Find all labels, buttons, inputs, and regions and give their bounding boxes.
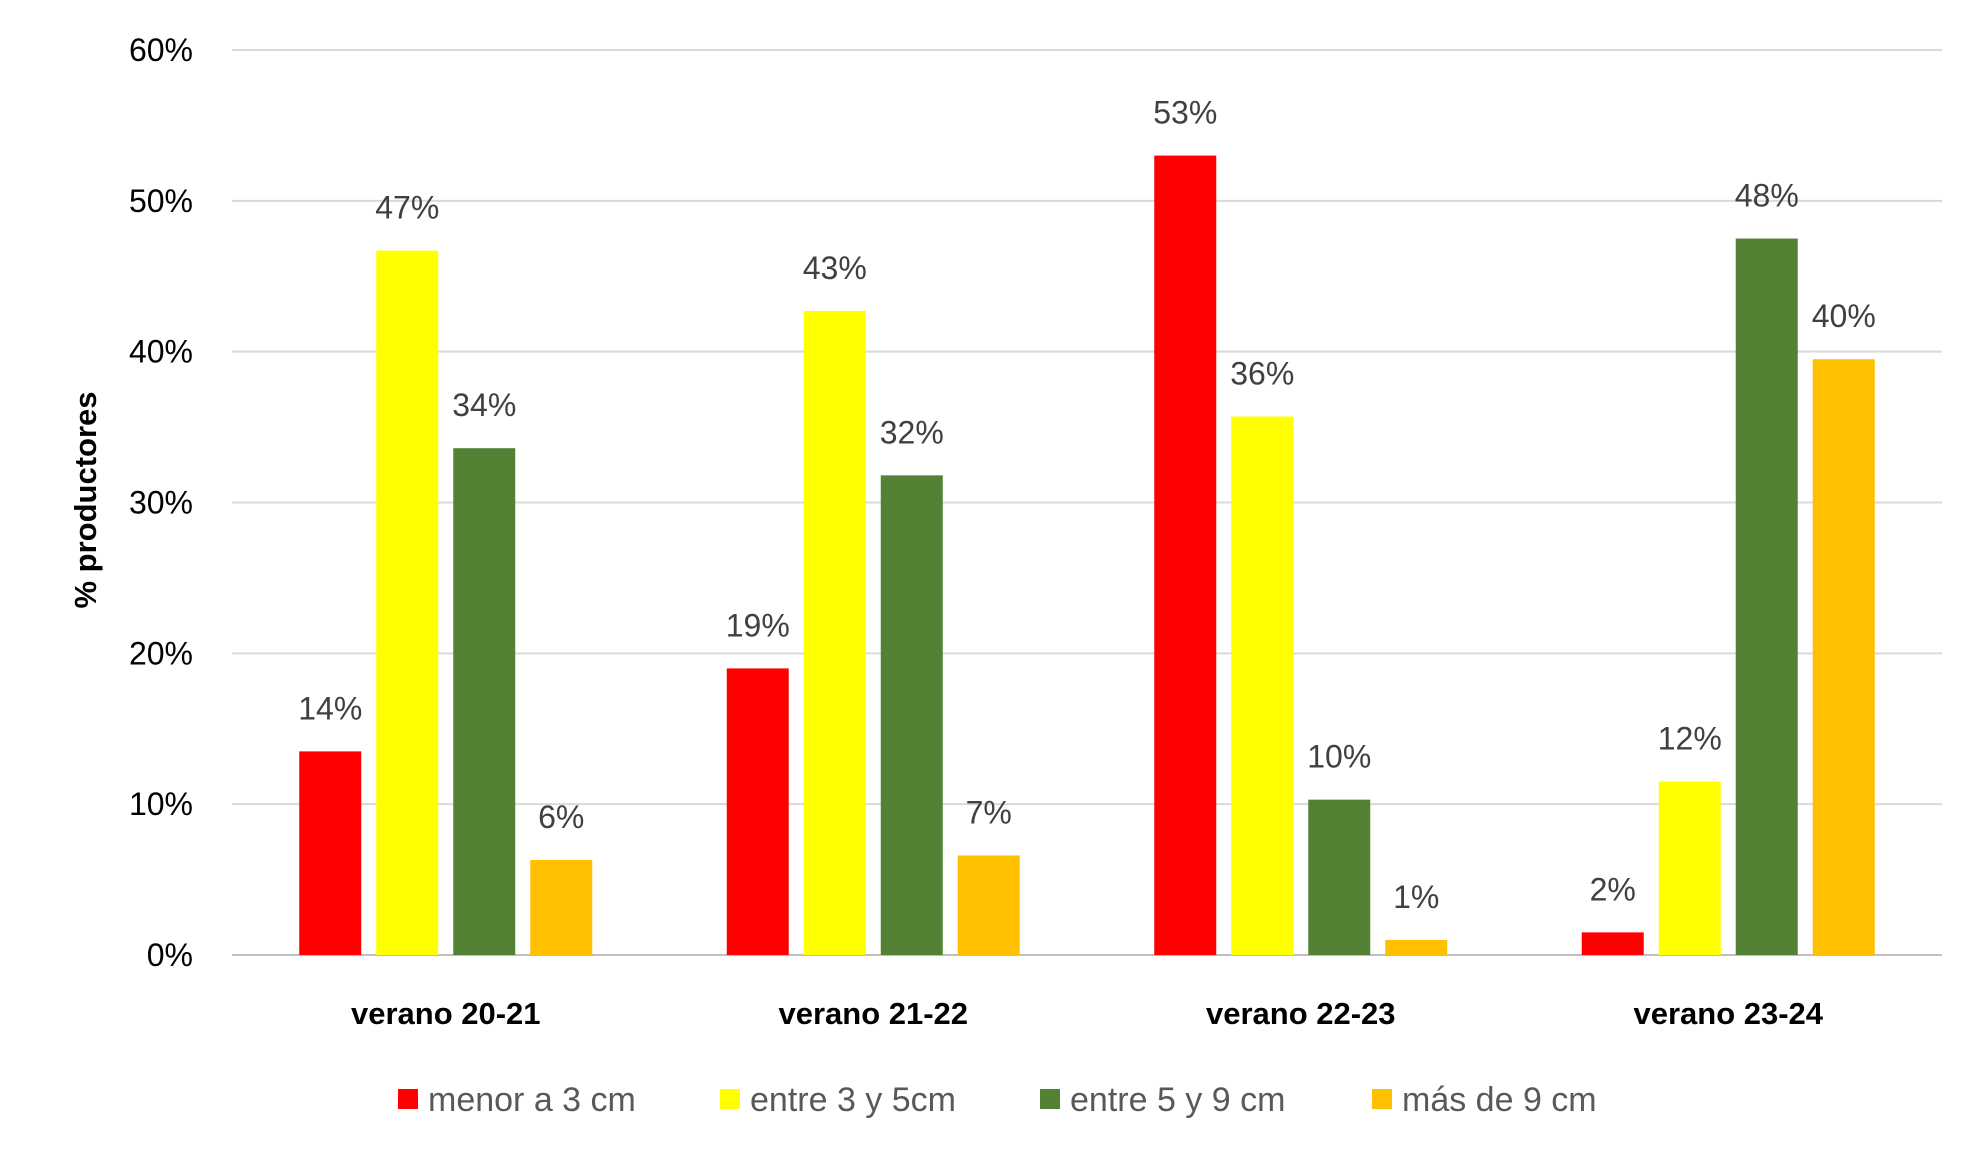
data-label: 19% <box>726 607 790 643</box>
gridlines <box>232 49 1942 956</box>
legend-label: menor a 3 cm <box>428 1081 636 1119</box>
data-label: 43% <box>803 250 867 286</box>
bar <box>453 448 516 955</box>
bar <box>1308 799 1371 955</box>
bar <box>1154 155 1217 956</box>
y-tick-label: 10% <box>129 786 193 822</box>
legend-swatch <box>720 1089 740 1109</box>
legend-swatch <box>1372 1089 1392 1109</box>
y-axis-label: % productores <box>68 391 103 608</box>
data-label: 48% <box>1735 178 1799 214</box>
legend-swatch <box>1040 1089 1060 1109</box>
x-tick-label: verano 20-21 <box>351 996 541 1031</box>
bar <box>376 250 439 955</box>
data-label: 34% <box>452 387 516 423</box>
x-tick-label: verano 22-23 <box>1206 996 1396 1031</box>
data-label: 6% <box>538 799 584 835</box>
data-label: 1% <box>1393 879 1439 915</box>
data-label: 47% <box>375 190 439 226</box>
bars <box>299 155 1875 956</box>
legend: menor a 3 cm entre 3 y 5cm entre 5 y 9 cm m… <box>398 1081 1597 1119</box>
y-tick-label: 60% <box>129 32 193 68</box>
y-tick-label: 40% <box>129 334 193 370</box>
x-tick-label: verano 23-24 <box>1633 996 1823 1031</box>
legend-label: entre 3 y 5cm <box>750 1081 956 1119</box>
bar <box>1812 359 1875 955</box>
data-labels: 14% 47% 34% 6% 19% 43% 32% 7% 53% 36% 10% 1% 2% 12% 48… <box>298 95 1876 915</box>
legend-swatch <box>398 1089 418 1109</box>
data-label: 2% <box>1590 871 1636 907</box>
bar <box>726 668 789 955</box>
y-tick-label: 30% <box>129 485 193 521</box>
bar <box>1735 238 1798 955</box>
data-label: 14% <box>298 690 362 726</box>
y-tick-label: 20% <box>129 635 193 671</box>
data-label: 32% <box>880 414 944 450</box>
data-label: 10% <box>1307 739 1371 775</box>
legend-label: entre 5 y 9 cm <box>1070 1081 1285 1119</box>
axes: 0% 10% 20% 30% 40% 50% 60% verano 20-21 verano 2… <box>129 32 1824 1031</box>
bar <box>1231 416 1294 955</box>
bar <box>1581 932 1644 955</box>
bar <box>530 859 593 955</box>
bar <box>1385 939 1448 955</box>
y-tick-label: 50% <box>129 183 193 219</box>
data-label: 7% <box>966 794 1012 830</box>
bar <box>803 310 866 956</box>
bar <box>880 475 943 955</box>
legend-label: más de 9 cm <box>1402 1081 1597 1119</box>
data-label: 53% <box>1153 95 1217 131</box>
data-label: 40% <box>1812 298 1876 334</box>
y-tick-label: 0% <box>147 937 193 973</box>
bar <box>957 855 1020 955</box>
data-label: 12% <box>1658 721 1722 757</box>
bar <box>1658 781 1721 955</box>
data-label: 36% <box>1230 356 1294 392</box>
bar <box>299 751 362 955</box>
x-tick-label: verano 21-22 <box>778 996 968 1031</box>
